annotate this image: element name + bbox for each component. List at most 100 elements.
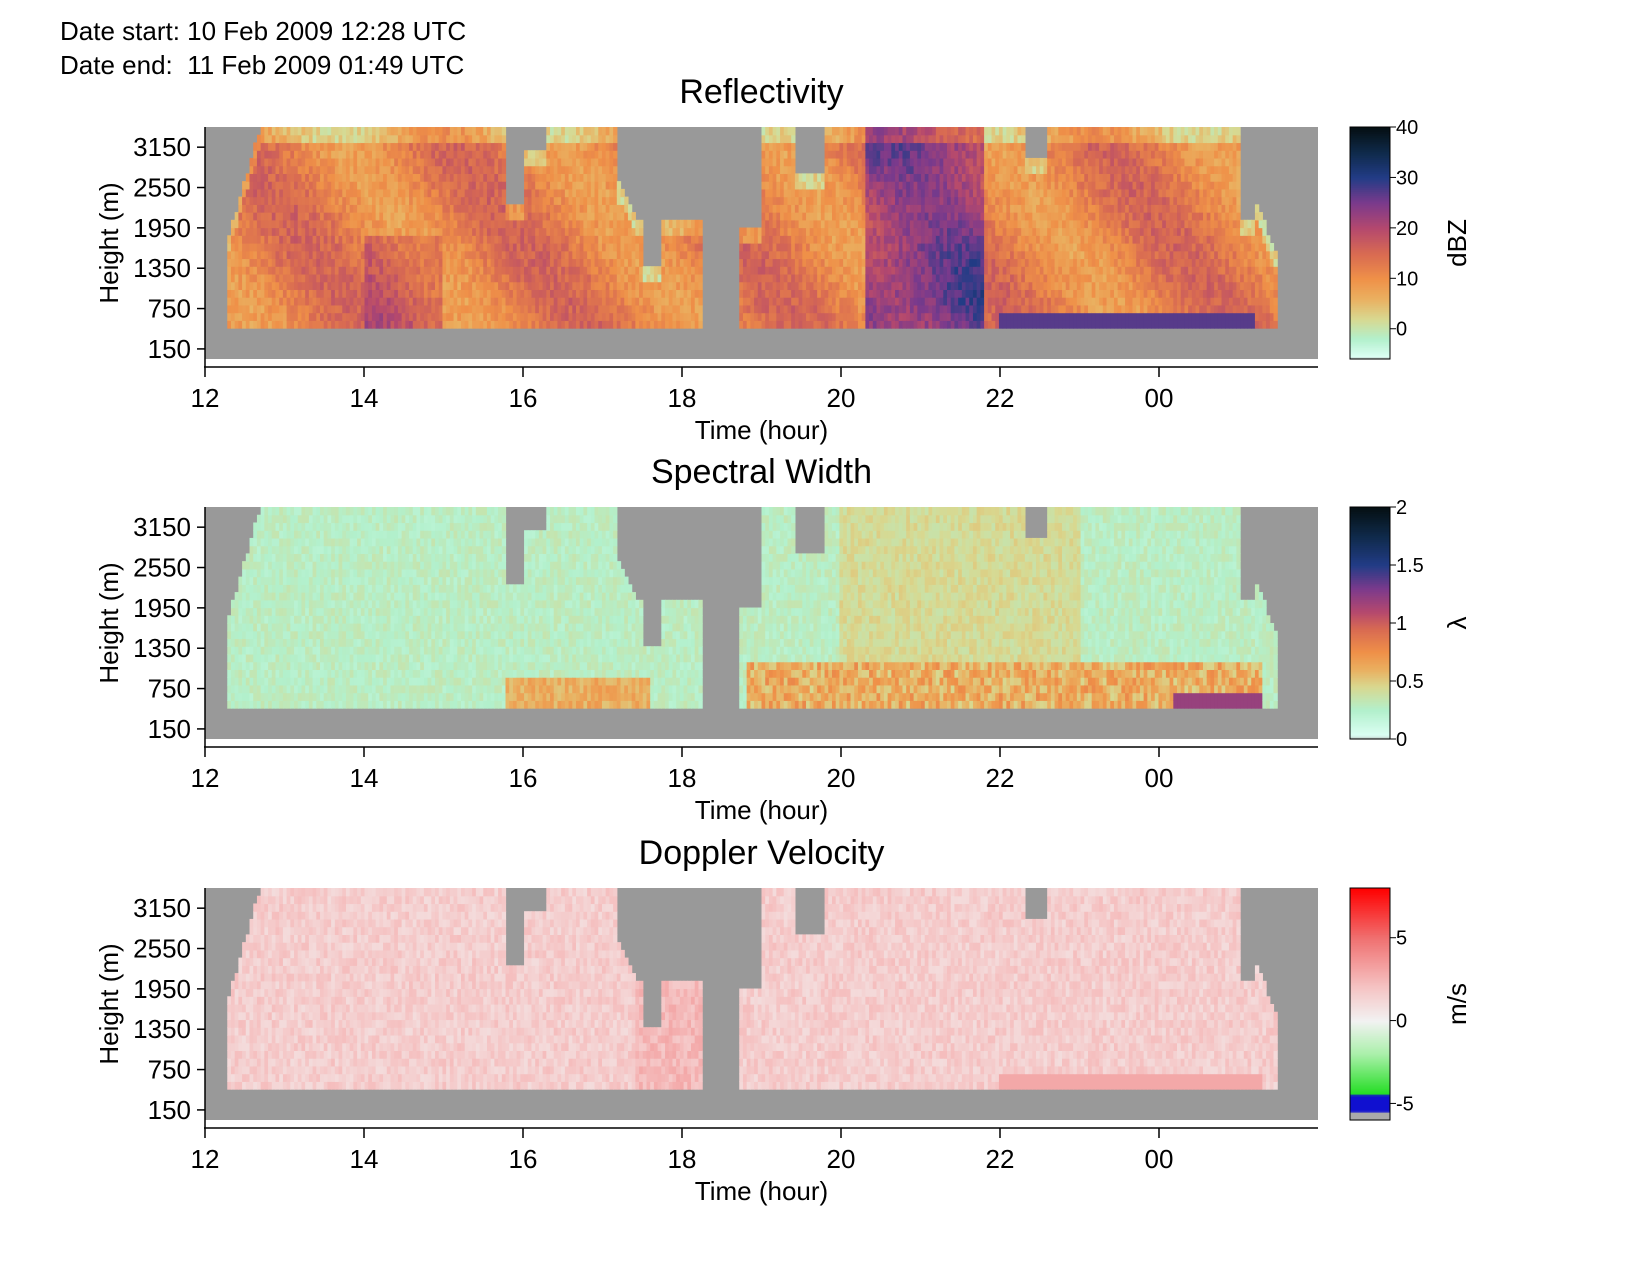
heatmap-cell [345, 227, 351, 236]
heatmap-cell [809, 235, 815, 244]
heatmap-cell [627, 258, 633, 267]
heatmap-cell [754, 312, 759, 321]
heatmap-cell [446, 188, 451, 198]
heatmap-cell [1039, 196, 1045, 205]
heatmap-cell [483, 165, 488, 174]
heatmap-cell [435, 312, 440, 321]
heatmap-cell [872, 204, 878, 213]
heatmap-cell [854, 289, 859, 298]
heatmap-cell [947, 181, 952, 190]
heatmap-cell [435, 297, 440, 306]
heatmap-cell [349, 150, 354, 159]
heatmap-cell [820, 266, 826, 275]
heatmap-cell [598, 150, 603, 159]
heatmap-cell [932, 250, 937, 260]
heatmap-cell [969, 243, 974, 252]
heatmap-cell [828, 181, 833, 190]
heatmap-cell [683, 266, 688, 275]
heatmap-cell [316, 165, 321, 174]
heatmap-cell [542, 157, 547, 167]
heatmap-cell [364, 188, 369, 198]
heatmap-cell [453, 196, 458, 205]
heatmap-cell [331, 227, 336, 236]
heatmap-cell [909, 266, 915, 275]
heatmap-cell [876, 312, 881, 321]
heatmap-cell [442, 165, 447, 174]
heatmap-cell [924, 227, 930, 236]
heatmap-cell [323, 266, 329, 275]
heatmap-cell [768, 281, 774, 290]
heatmap-cell [297, 212, 303, 221]
heatmap-cell [794, 266, 800, 275]
heatmap-cell [950, 219, 956, 229]
heatmap-cell [780, 304, 785, 314]
heatmap-cell [349, 181, 354, 190]
heatmap-cell [639, 250, 644, 260]
heatmap-cell [427, 312, 432, 321]
heatmap-cell [824, 250, 829, 260]
heatmap-cell [305, 250, 310, 260]
heatmap-cell [639, 297, 644, 306]
heatmap-cell [230, 235, 236, 244]
heatmap-cell [357, 312, 362, 321]
heatmap-cell [279, 150, 284, 159]
heatmap-cell [987, 281, 993, 290]
heatmap-cell [375, 227, 380, 236]
heatmap-cell [334, 165, 340, 174]
heatmap-cell [316, 212, 321, 221]
heatmap-cell [806, 212, 811, 221]
heatmap-cell [457, 204, 462, 213]
heatmap-cell [672, 289, 677, 298]
heatmap-cell [917, 219, 922, 229]
heatmap-cell [553, 165, 559, 174]
heatmap-cell [824, 127, 829, 136]
heatmap-cell [980, 258, 985, 267]
heatmap-cell [1032, 227, 1037, 236]
heatmap-cell [987, 127, 993, 136]
heatmap-cell [972, 196, 978, 205]
heatmap-cell [364, 142, 369, 151]
heatmap-cell [464, 243, 470, 252]
heatmap-cell [401, 289, 406, 298]
heatmap-cell [427, 157, 432, 167]
heatmap-cell [683, 289, 688, 298]
heatmap-cell [442, 281, 447, 290]
heatmap-cell [297, 258, 303, 267]
heatmap-cell [932, 127, 937, 136]
heatmap-cell [412, 204, 418, 213]
heatmap-cell [583, 127, 588, 136]
heatmap-cell [316, 181, 321, 190]
heatmap-cell [342, 297, 347, 306]
heatmap-cell [965, 219, 970, 229]
heatmap-cell [613, 227, 618, 236]
heatmap-cell [538, 150, 544, 159]
heatmap-cell [961, 188, 967, 198]
heatmap-cell [828, 266, 833, 275]
heatmap-cell [405, 181, 410, 190]
heatmap-cell [468, 196, 473, 205]
heatmap-cell [972, 312, 978, 321]
heatmap-cell [427, 188, 432, 198]
heatmap-cell [898, 196, 904, 205]
heatmap-cell [453, 250, 458, 260]
heatmap-cell [939, 297, 944, 306]
heatmap-cell [312, 297, 317, 306]
heatmap-cell [835, 134, 841, 144]
heatmap-cell [512, 320, 518, 329]
heatmap-cell [898, 273, 904, 283]
heatmap-cell [906, 212, 911, 221]
heatmap-cell [423, 281, 429, 290]
heatmap-cell [576, 250, 581, 260]
heatmap-cell [379, 243, 384, 252]
heatmap-cell [483, 250, 488, 260]
heatmap-cell [479, 212, 484, 221]
heatmap-cell [854, 235, 859, 244]
heatmap-cell [943, 266, 948, 275]
heatmap-cell [268, 281, 273, 290]
heatmap-cell [1002, 235, 1007, 244]
heatmap-cell [1024, 258, 1030, 267]
heatmap-cell [397, 173, 403, 182]
heatmap-cell [401, 273, 406, 283]
heatmap-cell [479, 173, 484, 182]
heatmap-cell [320, 273, 325, 283]
